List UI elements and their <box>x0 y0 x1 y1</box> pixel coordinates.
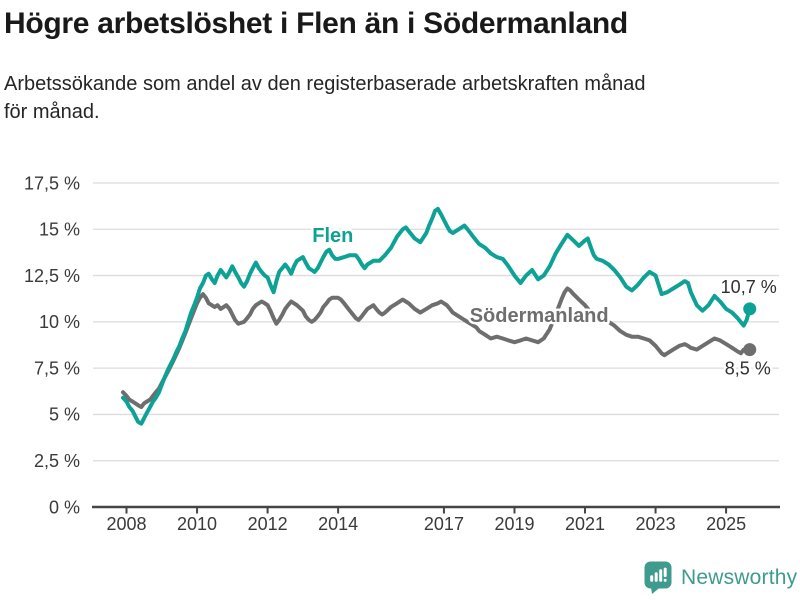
series-line-södermanland <box>121 286 752 409</box>
subtitle-line-2: för månad. <box>4 101 100 123</box>
x-axis-label: 2017 <box>424 514 464 534</box>
y-axis-label: 10 % <box>39 312 80 332</box>
y-axis-label: 0 % <box>49 497 80 517</box>
y-axis-label: 2,5 % <box>34 451 80 471</box>
series-label-flen: Flen <box>312 225 353 247</box>
logo-bubble-tail <box>651 587 661 594</box>
logo-bar-tall <box>659 569 663 582</box>
logo-exclamation-dot <box>663 578 667 582</box>
end-value-label-flen: 10,7 % <box>721 277 777 297</box>
series-end-dot-flen <box>743 302 757 316</box>
y-axis-label: 15 % <box>39 220 80 240</box>
end-value-label-södermanland: 8,5 % <box>725 359 771 379</box>
y-axis-label: 17,5 % <box>24 173 80 193</box>
x-axis-label: 2010 <box>177 514 217 534</box>
brand-name: Newsworthy <box>681 565 798 589</box>
x-axis-label: 2008 <box>106 514 146 534</box>
subtitle-line-1: Arbetssökande som andel av den registerb… <box>4 73 646 95</box>
series-line-flen <box>121 206 752 426</box>
newsworthy-brand-link[interactable]: Newsworthy <box>644 561 797 594</box>
x-axis-label: 2021 <box>565 514 605 534</box>
y-axis-label: 7,5 % <box>34 358 80 378</box>
series-label-södermanland: Södermanland <box>470 305 609 327</box>
x-axis-label: 2019 <box>494 514 534 534</box>
page-title: Högre arbetslöshet i Flen än i Södermanl… <box>4 7 628 40</box>
logo-bar-small <box>650 575 654 582</box>
chart-subtitle: Arbetssökande som andel av den registerb… <box>4 70 796 126</box>
logo-bar-medium <box>654 572 658 582</box>
newsworthy-logo-icon <box>644 561 672 594</box>
logo-exclamation-bar <box>663 567 667 577</box>
x-axis-label: 2025 <box>706 514 746 534</box>
y-axis-label: 5 % <box>49 405 80 425</box>
x-axis-label: 2012 <box>248 514 288 534</box>
series-end-dot-södermanland <box>743 343 757 357</box>
x-axis-label: 2023 <box>636 514 676 534</box>
logo-bubble <box>644 561 672 589</box>
x-axis-label: 2014 <box>318 514 358 534</box>
y-axis-label: 12,5 % <box>24 266 80 286</box>
